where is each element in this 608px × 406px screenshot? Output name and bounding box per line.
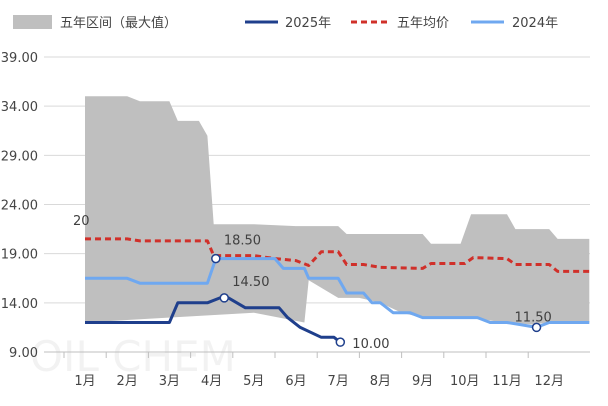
- series-2024-line: [85, 257, 590, 329]
- five-year-average-line: [85, 237, 590, 273]
- x-tick-label: 2月: [117, 374, 138, 389]
- y-tick-label: 39.00: [1, 51, 38, 66]
- range-band-area: [85, 96, 590, 325]
- y-tick-label: 14.00: [1, 297, 38, 312]
- data-point-marker: [219, 293, 230, 303]
- y-tick-label: 29.00: [1, 149, 38, 164]
- legend-avg-label: 五年均价: [397, 16, 449, 31]
- legend-2024-label: 2024年: [512, 16, 558, 31]
- data-label: 18.50: [224, 234, 261, 249]
- x-tick-label: 10月: [450, 374, 480, 389]
- x-tick-label: 4月: [201, 374, 222, 389]
- x-tick-label: 11月: [492, 374, 522, 389]
- y-tick-label: 19.00: [1, 248, 38, 263]
- data-point-marker: [211, 253, 221, 264]
- series-2025-line: [85, 296, 342, 344]
- series-lines: [85, 237, 590, 344]
- x-tick-label: 5月: [243, 374, 264, 389]
- data-label: 11.50: [515, 310, 552, 325]
- x-tick-label: 8月: [370, 374, 391, 389]
- data-label: 10.00: [352, 337, 389, 352]
- data-label: 14.50: [232, 275, 269, 290]
- y-tick-label: 34.00: [1, 100, 38, 115]
- five-year-range-band: [85, 96, 590, 325]
- data-point-marker: [531, 322, 542, 333]
- x-tick-label: 12月: [534, 374, 564, 389]
- x-tick-label: 6月: [285, 374, 306, 389]
- data-label: 20: [73, 214, 90, 229]
- y-tick-label: 9.00: [9, 346, 38, 361]
- x-tick-label: 3月: [159, 374, 180, 389]
- legend-band-swatch: [13, 15, 52, 29]
- legend-2025-label: 2025年: [285, 16, 331, 31]
- data-labels: 20 18.50 14.50 11.50 10.00: [73, 214, 552, 352]
- x-tick-label: 1月: [74, 374, 95, 389]
- legend: 五年区间（最大值） 2025年 五年均价 2024年: [13, 15, 558, 31]
- x-tick-label: 9月: [412, 374, 433, 389]
- x-tick-label: 7月: [328, 374, 349, 389]
- legend-band-label: 五年区间（最大值）: [60, 15, 177, 31]
- y-tick-label: 24.00: [1, 199, 38, 214]
- data-point-marker: [335, 337, 346, 347]
- axes: 9.00 14.00 19.00 24.00 29.00 34.00 39.00 1月 2月 3月…: [1, 51, 590, 389]
